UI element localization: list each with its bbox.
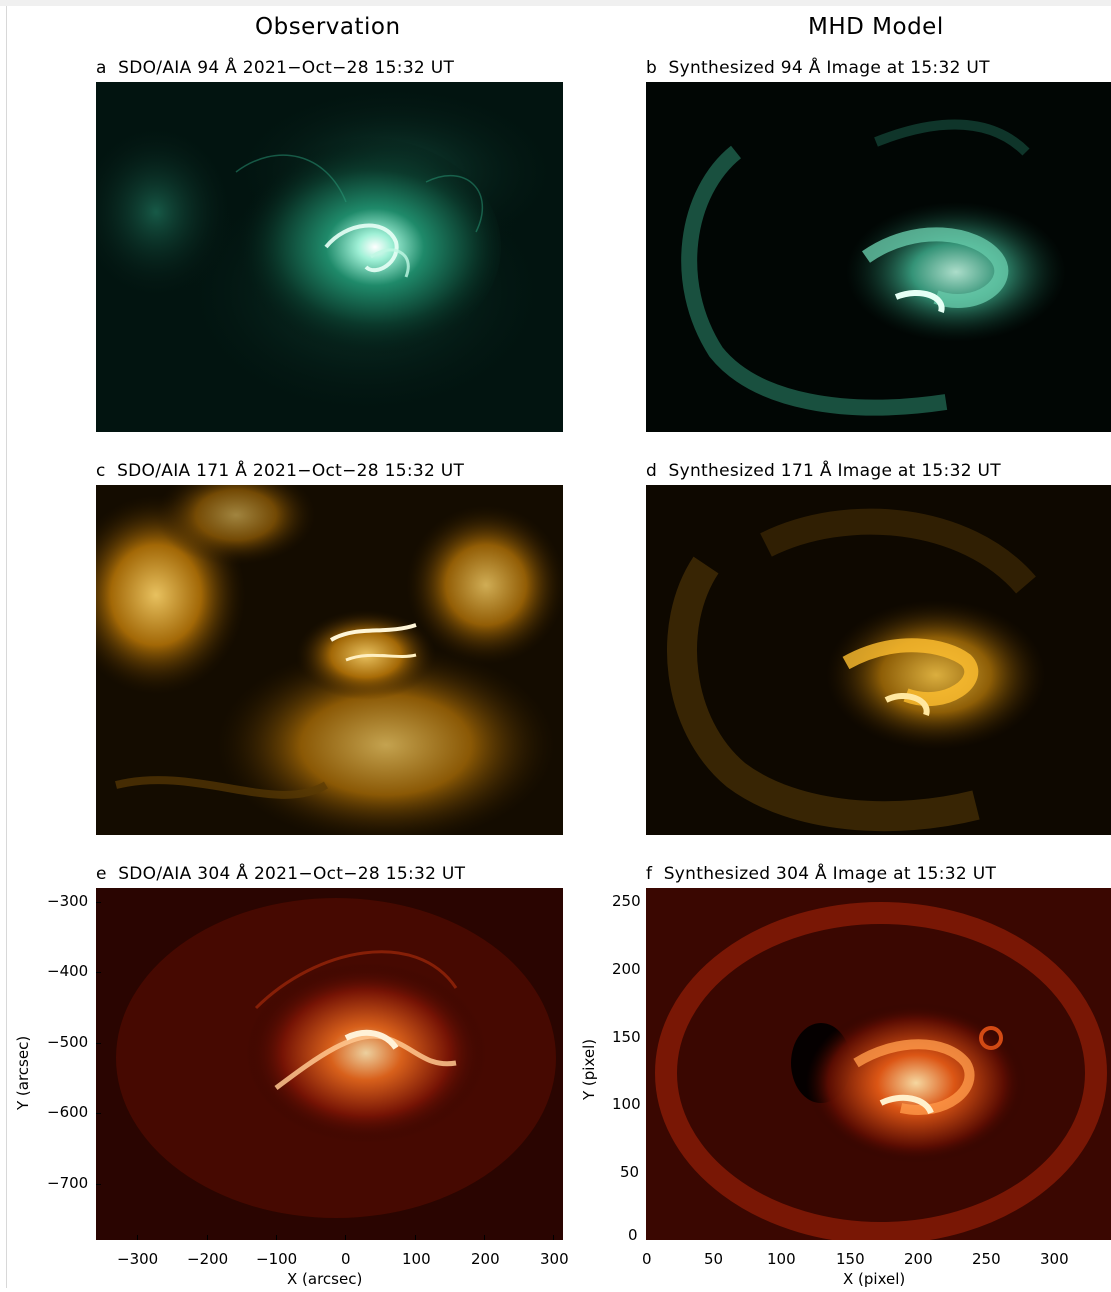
obs-x-tick: −300 — [117, 1250, 159, 1268]
panel-e-caption: SDO/AIA 304 Å 2021−Oct−28 15:32 UT — [118, 864, 466, 884]
panel-e-title: e SDO/AIA 304 Å 2021−Oct−28 15:32 UT — [96, 864, 465, 884]
obs-y-tick: −300 — [47, 892, 89, 910]
model-y-axis-label: Y (pixel) — [580, 1038, 598, 1100]
obs-y-axis-label: Y (arcsec) — [14, 1035, 32, 1110]
model-y-tick: 200 — [612, 960, 641, 978]
obs-y-tick: −400 — [47, 962, 89, 980]
model-x-axis-label: X (pixel) — [843, 1270, 906, 1288]
obs-y-tick: −600 — [47, 1103, 89, 1121]
model-x-tick: 300 — [1040, 1250, 1069, 1268]
panel-c-image — [96, 485, 563, 835]
obs-x-tick: 300 — [540, 1250, 569, 1268]
obs-x-tick: −100 — [256, 1250, 298, 1268]
model-y-tick: 100 — [612, 1095, 641, 1113]
obs-y-tick: −500 — [47, 1033, 89, 1051]
model-x-tick: 200 — [904, 1250, 933, 1268]
left-border — [6, 6, 7, 1288]
panel-b-letter: b — [646, 58, 658, 78]
obs-x-tick: 100 — [402, 1250, 431, 1268]
obs-x-tick: −200 — [187, 1250, 229, 1268]
obs-x-axis-label: X (arcsec) — [287, 1270, 363, 1288]
model-x-tick: 250 — [972, 1250, 1001, 1268]
model-x-tick: 50 — [704, 1250, 724, 1268]
panel-a-caption: SDO/AIA 94 Å 2021−Oct−28 15:32 UT — [118, 58, 455, 78]
panel-e-image — [96, 888, 563, 1240]
obs-x-tick: 200 — [471, 1250, 500, 1268]
model-x-tick: 100 — [767, 1250, 796, 1268]
mhd-model-header: MHD Model — [808, 14, 944, 40]
model-x-tick: 150 — [836, 1250, 865, 1268]
panel-b-caption: Synthesized 94 Å Image at 15:32 UT — [668, 58, 990, 78]
model-y-tick: 150 — [612, 1028, 641, 1046]
obs-y-tick: −700 — [47, 1174, 89, 1192]
panel-f-title: f Synthesized 304 Å Image at 15:32 UT — [646, 864, 996, 884]
panel-c-caption: SDO/AIA 171 Å 2021−Oct−28 15:32 UT — [117, 461, 465, 481]
observation-header: Observation — [255, 14, 401, 40]
panel-d-caption: Synthesized 171 Å Image at 15:32 UT — [668, 461, 1001, 481]
panel-d-image — [646, 485, 1111, 835]
panel-f-caption: Synthesized 304 Å Image at 15:32 UT — [663, 864, 997, 884]
model-y-tick: 0 — [628, 1226, 638, 1244]
panel-f-letter: f — [646, 864, 653, 884]
panel-b-image — [646, 82, 1111, 432]
model-y-tick: 50 — [620, 1163, 640, 1181]
panel-a-image — [96, 82, 563, 432]
panel-c-title: c SDO/AIA 171 Å 2021−Oct−28 15:32 UT — [96, 461, 464, 481]
panel-d-title: d Synthesized 171 Å Image at 15:32 UT — [646, 461, 1001, 481]
panel-c-letter: c — [96, 461, 106, 481]
top-border — [0, 0, 1111, 6]
obs-x-tick: 0 — [341, 1250, 351, 1268]
panel-e-letter: e — [96, 864, 107, 884]
panel-d-letter: d — [646, 461, 658, 481]
model-y-tick: 250 — [612, 892, 641, 910]
model-x-tick: 0 — [642, 1250, 652, 1268]
panel-a-letter: a — [96, 58, 107, 78]
panel-a-title: a SDO/AIA 94 Å 2021−Oct−28 15:32 UT — [96, 58, 454, 78]
panel-f-image — [646, 888, 1111, 1240]
panel-b-title: b Synthesized 94 Å Image at 15:32 UT — [646, 58, 990, 78]
